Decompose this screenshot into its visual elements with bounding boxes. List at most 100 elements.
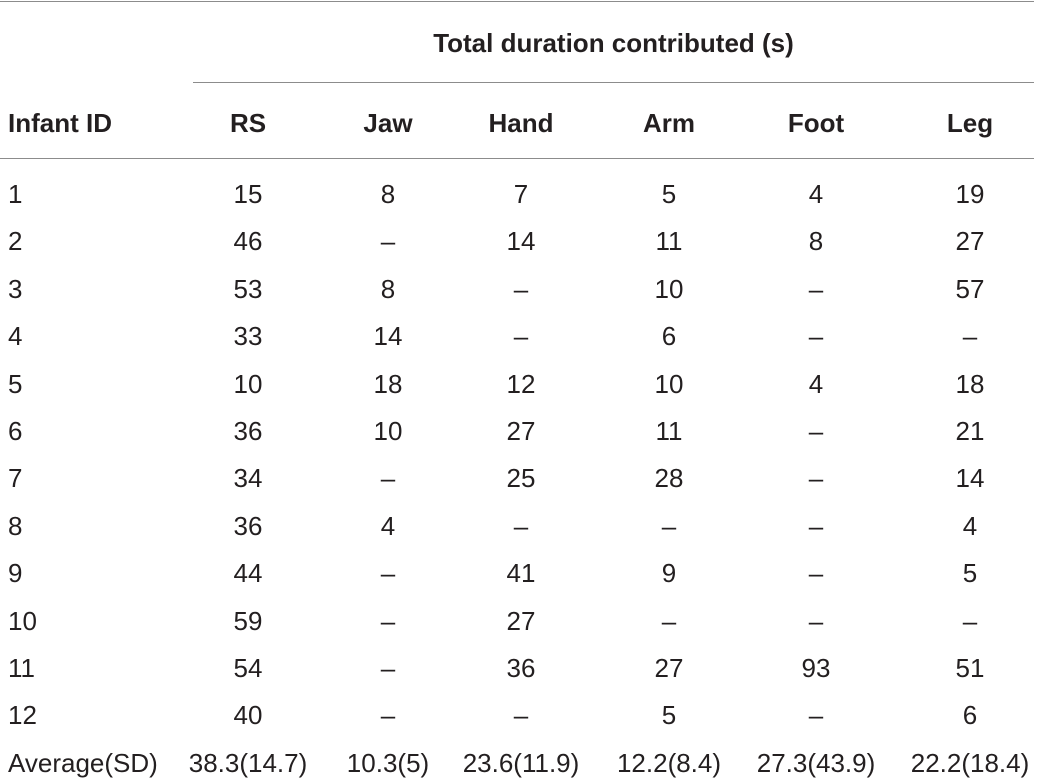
table-cell: – — [380, 606, 396, 636]
table-cell: 10 — [373, 416, 403, 446]
table-cell: – — [808, 416, 824, 446]
table-cell: 14 — [955, 463, 985, 493]
table-cell: – — [661, 511, 677, 541]
table-cell: 7 — [513, 179, 529, 209]
table-cell: – — [661, 606, 677, 636]
table-cell: 27 — [955, 226, 985, 256]
table-cell: 53 — [233, 274, 263, 304]
column-header: Foot — [787, 108, 845, 138]
table-cell: 8 — [380, 274, 396, 304]
table-cell: 5 — [962, 558, 978, 588]
table-row: 5 10 18 12 10 4 18 — [0, 364, 1040, 404]
table-cell: 8 — [380, 179, 396, 209]
table-cell: 14 — [506, 226, 536, 256]
table-cell: 44 — [233, 558, 263, 588]
column-header: Arm — [642, 108, 696, 138]
table-cell: – — [380, 653, 396, 683]
table-cell: 3 — [8, 274, 23, 304]
table-cell: 34 — [233, 463, 263, 493]
table-cell: 14 — [373, 321, 403, 351]
table-cell: 93 — [801, 653, 831, 683]
table-cell: Average(SD) — [8, 748, 158, 778]
group-header: Total duration contributed (s) — [433, 28, 794, 58]
table-row: 3 53 8 – 10 – 57 — [0, 269, 1040, 309]
table-row: 9 44 – 41 9 – 5 — [0, 553, 1040, 593]
table-cell: 21 — [955, 416, 985, 446]
table-cell: 8 — [8, 511, 23, 541]
table-cell: 46 — [233, 226, 263, 256]
table-cell: – — [808, 606, 824, 636]
table-cell: 18 — [373, 369, 403, 399]
table-cell: 5 — [661, 700, 677, 730]
table-cell: 28 — [654, 463, 684, 493]
table-cell: 10 — [654, 369, 684, 399]
table-cell: – — [513, 700, 529, 730]
column-header: Infant ID — [8, 108, 112, 138]
table-cell: 51 — [955, 653, 985, 683]
table-cell: 27 — [506, 416, 536, 446]
table-cell: 19 — [955, 179, 985, 209]
table-cell: 59 — [233, 606, 263, 636]
table-cell: – — [513, 274, 529, 304]
table-cell: – — [808, 321, 824, 351]
header-row: Infant ID RS Jaw Hand Arm Foot Leg — [0, 103, 1040, 143]
table-cell: – — [513, 321, 529, 351]
column-header: RS — [229, 108, 267, 138]
table-cell: 10 — [8, 606, 37, 636]
table-cell: 12 — [506, 369, 536, 399]
table-cell: 23.6(11.9) — [462, 748, 580, 778]
table-cell: 11 — [655, 416, 683, 446]
table-cell: 38.3(14.7) — [188, 748, 308, 778]
table-cell: – — [380, 463, 396, 493]
table-cell: 9 — [661, 558, 677, 588]
table-cell: 12 — [8, 700, 37, 730]
table-row: 1 15 8 7 5 4 19 — [0, 174, 1040, 214]
table-cell: 1 — [8, 179, 23, 209]
table-cell: 4 — [380, 511, 396, 541]
table-cell: 11 — [655, 226, 683, 256]
table-cell: 18 — [955, 369, 985, 399]
table-cell: 5 — [661, 179, 677, 209]
table-cell: 8 — [808, 226, 824, 256]
table-row: 8 36 4 – – – 4 — [0, 506, 1040, 546]
table-cell: – — [808, 511, 824, 541]
table-cell: 27.3(43.9) — [756, 748, 876, 778]
table-row: 7 34 – 25 28 – 14 — [0, 458, 1040, 498]
table-cell: 7 — [8, 463, 23, 493]
table-cell: 36 — [233, 511, 263, 541]
table-cell: 33 — [233, 321, 263, 351]
table-row: 2 46 – 14 11 8 27 — [0, 221, 1040, 261]
table-cell: 4 — [808, 179, 824, 209]
table-cell: 22.2(18.4) — [910, 748, 1030, 778]
table-cell: 27 — [506, 606, 536, 636]
table-cell: 6 — [8, 416, 23, 446]
table-cell: 2 — [8, 226, 23, 256]
table-row: 4 33 14 – 6 – – — [0, 316, 1040, 356]
table-cell: 41 — [506, 558, 536, 588]
table-row: 10 59 – 27 – – – — [0, 601, 1040, 641]
header-rule — [0, 158, 1034, 159]
table-cell: 25 — [506, 463, 536, 493]
table-cell: 36 — [233, 416, 263, 446]
table-cell: 5 — [8, 369, 23, 399]
table-cell: 6 — [661, 321, 677, 351]
table-cell: 40 — [233, 700, 263, 730]
table-cell: 36 — [506, 653, 536, 683]
table-cell: – — [513, 511, 529, 541]
column-header: Hand — [488, 108, 554, 138]
table-cell: – — [808, 463, 824, 493]
top-rule — [0, 1, 1034, 2]
table-row: 11 54 – 36 27 93 51 — [0, 648, 1040, 688]
table-cell: 6 — [962, 700, 978, 730]
group-header-rule — [193, 82, 1034, 83]
table-cell: 15 — [233, 179, 263, 209]
column-header: Jaw — [363, 108, 413, 138]
table-cell: 57 — [955, 274, 985, 304]
column-header: Leg — [946, 108, 994, 138]
table-cell: – — [380, 226, 396, 256]
table-row: 6 36 10 27 11 – 21 — [0, 411, 1040, 451]
table-cell: – — [808, 700, 824, 730]
table-cell: – — [380, 558, 396, 588]
table-cell: 4 — [8, 321, 23, 351]
table-cell: – — [962, 606, 978, 636]
